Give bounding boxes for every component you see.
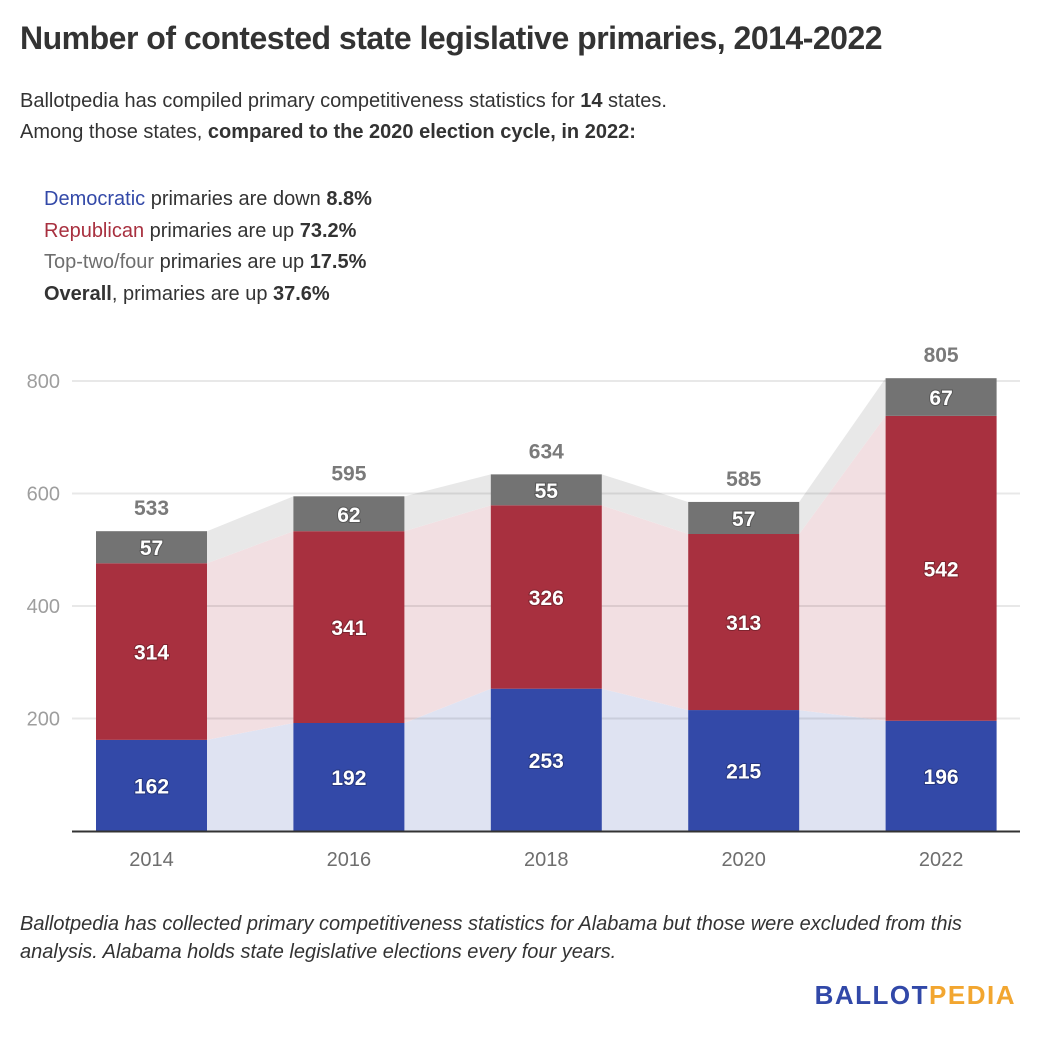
segment-value-label: 67 bbox=[929, 387, 952, 410]
total-value-label: 634 bbox=[529, 440, 564, 463]
subtitle-text: Among those states, bbox=[20, 121, 208, 143]
stat-value: 37.6% bbox=[273, 282, 330, 305]
y-tick-label: 600 bbox=[27, 484, 60, 506]
subtitle-text: Ballotpedia has compiled primary competi… bbox=[20, 90, 581, 112]
stat-text: primaries are up bbox=[144, 219, 300, 242]
subtitle-emphasis: compared to the 2020 election cycle, in … bbox=[207, 121, 636, 143]
bar-democratic-2014 bbox=[96, 739, 207, 831]
stat-key: Overall bbox=[44, 282, 112, 305]
segment-value-label: 196 bbox=[924, 766, 959, 789]
bar-democratic-2022 bbox=[885, 720, 997, 831]
band-democratic-2014-2016 bbox=[207, 723, 294, 831]
stats-summary: Democratic primaries are down 8.8% Repub… bbox=[44, 184, 372, 310]
y-tick-label: 800 bbox=[27, 371, 60, 393]
stat-text: primaries are down bbox=[145, 188, 327, 210]
bar-republican-2022 bbox=[885, 415, 997, 721]
band-top-two-four-2018-2020 bbox=[601, 474, 689, 534]
band-republican-2016-2018 bbox=[404, 505, 491, 723]
x-tick-label: 2014 bbox=[129, 849, 174, 871]
connector-bands bbox=[207, 378, 886, 831]
band-top-two-four-2014-2016 bbox=[207, 496, 294, 564]
segment-value-label: 55 bbox=[535, 480, 559, 503]
segment-value-label: 314 bbox=[134, 642, 169, 665]
x-tick-label: 2018 bbox=[524, 849, 569, 871]
stat-overall: Overall, primaries are up 37.6% bbox=[44, 279, 372, 311]
stat-value: 8.8% bbox=[326, 188, 372, 210]
subtitle-line-1: Ballotpedia has compiled primary competi… bbox=[20, 86, 667, 117]
band-democratic-2020-2022 bbox=[799, 710, 886, 831]
bar-top-two-four-2014 bbox=[96, 531, 207, 564]
subtitle-line-2: Among those states, compared to the 2020… bbox=[20, 117, 667, 148]
subtitle-state-count: 14 bbox=[580, 90, 603, 112]
band-top-two-four-2016-2018 bbox=[404, 474, 491, 532]
segment-value-label: 341 bbox=[331, 617, 366, 640]
footnote: Ballotpedia has collected primary compet… bbox=[20, 913, 962, 963]
y-tick-label: 400 bbox=[27, 596, 60, 618]
band-top-two-four-2020-2022 bbox=[799, 378, 886, 534]
bar-democratic-2018 bbox=[490, 688, 602, 831]
segment-value-label: 215 bbox=[726, 761, 761, 784]
stat-republican: Republican primaries are up 73.2% bbox=[44, 216, 372, 248]
y-tick-label: 200 bbox=[27, 709, 60, 731]
band-republican-2014-2016 bbox=[207, 531, 294, 740]
stat-key: Democratic bbox=[44, 188, 146, 210]
logo-part-ballot: BALLOT bbox=[814, 980, 930, 1010]
band-republican-2018-2020 bbox=[601, 505, 689, 711]
stat-key: Top-two/four bbox=[44, 251, 155, 273]
stat-value: 73.2% bbox=[299, 219, 357, 242]
bar-republican-2018 bbox=[490, 505, 602, 689]
total-value-label: 585 bbox=[726, 468, 761, 491]
total-value-label: 805 bbox=[924, 344, 959, 367]
axes: 200 400 600 800 2014 2016 2018 2020 2022 bbox=[27, 371, 1020, 871]
bar-top-two-four-2018 bbox=[490, 474, 602, 506]
stat-key: Republican bbox=[44, 219, 145, 242]
bar-republican-2020 bbox=[688, 534, 800, 711]
bar-republican-2016 bbox=[293, 531, 405, 723]
x-tick-label: 2020 bbox=[721, 849, 766, 871]
segment-value-label: 192 bbox=[331, 767, 366, 790]
chart-subtitle: Ballotpedia has compiled primary competi… bbox=[20, 86, 667, 148]
band-democratic-2018-2020 bbox=[601, 688, 689, 831]
ballotpedia-logo: BALLOTPEDIA bbox=[815, 980, 1016, 1011]
segment-value-label: 313 bbox=[726, 612, 761, 635]
total-value-label: 595 bbox=[331, 462, 366, 485]
bar-democratic-2020 bbox=[688, 710, 800, 831]
stat-text: , primaries are up bbox=[111, 282, 273, 305]
data-labels: 162 192 253 215 196 314 341 326 313 542 57 62 55 57 67… bbox=[133, 344, 960, 799]
segment-value-label: 253 bbox=[529, 750, 564, 773]
segment-value-label: 162 bbox=[134, 775, 169, 798]
stat-text: primaries are up bbox=[154, 251, 310, 273]
segment-value-label: 57 bbox=[140, 537, 163, 560]
subtitle-text: states. bbox=[602, 90, 667, 112]
segment-value-label: 62 bbox=[337, 504, 360, 527]
bar-democratic-2016 bbox=[293, 723, 405, 831]
stat-democratic: Democratic primaries are down 8.8% bbox=[44, 184, 372, 216]
bar-top-two-four-2022 bbox=[885, 378, 997, 416]
bars bbox=[96, 378, 997, 831]
band-democratic-2016-2018 bbox=[404, 688, 491, 831]
stat-top-two-four: Top-two/four primaries are up 17.5% bbox=[44, 247, 372, 279]
segment-value-label: 542 bbox=[924, 558, 959, 581]
stat-value: 17.5% bbox=[309, 251, 367, 273]
segment-value-label: 57 bbox=[732, 508, 755, 531]
x-tick-label: 2016 bbox=[327, 849, 372, 871]
band-republican-2020-2022 bbox=[799, 415, 886, 721]
total-value-label: 533 bbox=[134, 497, 169, 520]
segment-value-label: 326 bbox=[529, 587, 564, 610]
logo-part-pedia: PEDIA bbox=[929, 980, 1016, 1010]
bar-top-two-four-2020 bbox=[688, 501, 800, 534]
bar-top-two-four-2016 bbox=[293, 496, 405, 532]
bar-republican-2014 bbox=[96, 563, 207, 740]
chart-title: Number of contested state legislative pr… bbox=[20, 20, 883, 56]
x-tick-label: 2022 bbox=[919, 849, 964, 871]
